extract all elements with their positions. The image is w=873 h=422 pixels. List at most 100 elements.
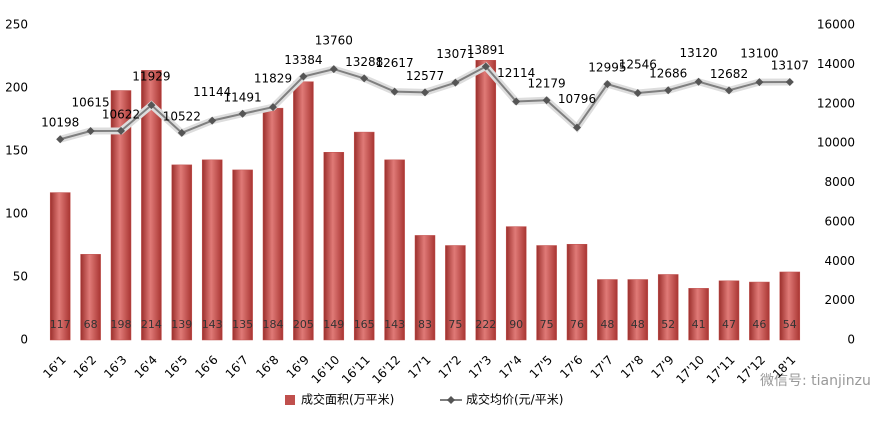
line-marker (451, 78, 460, 87)
line-value-label: 13120 (680, 46, 718, 60)
bar (505, 226, 527, 341)
line-marker (694, 77, 703, 86)
line-marker (755, 78, 764, 87)
bar-value-label: 48 (631, 318, 645, 331)
y-tick-label: 150 (5, 144, 28, 158)
line-marker (573, 123, 581, 132)
bar-value-label: 47 (722, 318, 736, 331)
line-value-label: 10522 (163, 109, 201, 123)
line-value-label: 12179 (528, 77, 566, 91)
bar-value-label: 90 (509, 318, 523, 331)
x-tick-label: 17'2 (436, 353, 464, 381)
y2-tick-label: 10000 (817, 136, 855, 150)
x-tick-label: 16'11 (339, 353, 373, 387)
line-marker (238, 109, 247, 118)
x-tick-label: 17'8 (618, 353, 646, 381)
bar (232, 169, 253, 341)
y2-tick-label: 0 (847, 333, 855, 347)
bar (445, 245, 466, 341)
line-value-label: 11491 (224, 90, 262, 104)
line-value-label: 12577 (406, 69, 444, 83)
legend-label: 成交面积(万平米) (301, 392, 394, 407)
bar (475, 60, 497, 341)
x-tick-label: 16'5 (162, 353, 190, 381)
y2-tick-label: 14000 (817, 57, 855, 71)
line-value-label: 13100 (740, 47, 778, 61)
line-value-label: 13891 (467, 43, 505, 57)
y2-tick-label: 16000 (817, 18, 855, 32)
line-marker (208, 116, 217, 125)
line-marker (299, 72, 308, 81)
x-tick-label: 17'6 (557, 353, 585, 381)
y2-tick-label: 6000 (824, 214, 855, 228)
y-tick-label: 200 (5, 81, 28, 95)
line-value-label: 12995 (588, 61, 626, 75)
line-value-label: 11829 (254, 72, 292, 86)
bar (262, 107, 284, 341)
line-value-label: 10796 (558, 92, 596, 106)
x-tick-label: 17'10 (673, 353, 707, 387)
x-tick-label: 17'4 (496, 353, 524, 381)
bar-value-label: 222 (475, 318, 496, 331)
line-marker (269, 103, 277, 112)
line-marker (360, 74, 369, 83)
line-value-label: 13071 (436, 47, 474, 61)
bar (49, 192, 71, 341)
line-value-label: 12682 (710, 67, 748, 81)
bar (566, 243, 588, 341)
bar (171, 164, 193, 341)
line-value-label: 10615 (72, 96, 110, 110)
bar (657, 274, 679, 341)
bar (749, 281, 770, 341)
line-marker (147, 101, 156, 110)
bar (597, 279, 618, 341)
x-tick-label: 16'3 (101, 353, 129, 381)
line-marker (421, 88, 429, 97)
bar (110, 90, 132, 341)
bar-value-label: 139 (171, 318, 192, 331)
bar-value-label: 184 (263, 318, 284, 331)
bar (80, 254, 101, 341)
bar (293, 81, 314, 341)
bar (688, 288, 709, 341)
line-value-label: 13288 (345, 55, 383, 69)
bar-value-label: 135 (232, 318, 253, 331)
x-tick-label: 16'8 (253, 353, 281, 381)
bar (384, 159, 405, 341)
bar-value-label: 68 (84, 318, 98, 331)
line-marker (664, 86, 673, 95)
y2-tick-label: 12000 (817, 96, 855, 110)
bar (536, 245, 557, 341)
line-marker (117, 126, 125, 135)
bar-value-label: 205 (293, 318, 314, 331)
bar-value-label: 75 (448, 318, 462, 331)
bar-value-label: 214 (141, 318, 162, 331)
bar-value-label: 46 (752, 318, 766, 331)
line-marker (512, 97, 521, 106)
legend-swatch (285, 395, 295, 405)
bar (718, 280, 740, 341)
bar-value-label: 83 (418, 318, 432, 331)
line-marker (177, 128, 186, 137)
bar-value-label: 165 (354, 318, 375, 331)
line-marker (542, 96, 551, 105)
y-tick-label: 100 (5, 207, 28, 221)
legend-swatch (447, 396, 455, 404)
line-value-label: 11144 (193, 85, 231, 99)
line-value-label: 10622 (102, 107, 140, 121)
line-marker (56, 135, 65, 144)
bar-value-label: 117 (50, 318, 71, 331)
x-tick-label: 16'12 (369, 353, 403, 387)
line-marker (785, 77, 794, 86)
bar-value-label: 41 (692, 318, 706, 331)
x-tick-label: 17'11 (704, 353, 738, 387)
bar (141, 70, 162, 341)
y-tick-label: 0 (20, 333, 28, 347)
line-marker (481, 62, 490, 71)
line-value-label: 11929 (132, 70, 170, 84)
bar (779, 271, 801, 341)
line-marker (86, 127, 95, 136)
x-tick-label: 17'3 (466, 353, 494, 381)
line-value-label: 12546 (619, 58, 657, 72)
